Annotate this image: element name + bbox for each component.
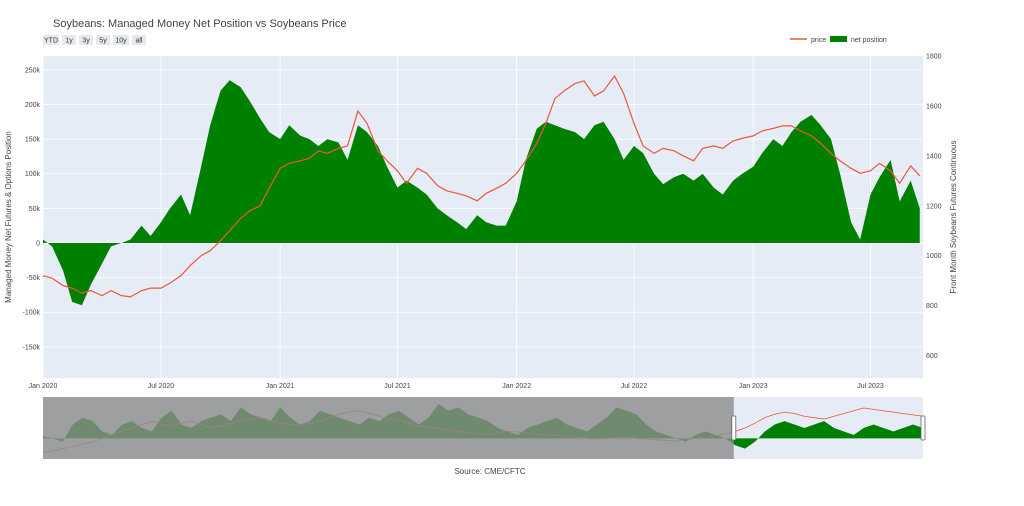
x-tick-label: Jan 2021 — [266, 383, 295, 390]
range-selector: YTD 1y 3y 5y 10y all — [43, 35, 146, 45]
y2-tick-label: 800 — [926, 303, 938, 310]
range-button-all[interactable]: all — [132, 35, 146, 45]
x-tick-label: Jul 2021 — [384, 383, 411, 390]
x-tick-label: Jul 2022 — [621, 383, 648, 390]
y-tick-label: -50k — [26, 275, 40, 282]
range-button-label: 10y — [115, 38, 127, 45]
y-tick-label: 250k — [25, 67, 41, 74]
range-button-3y[interactable]: 3y — [79, 35, 93, 45]
legend-price-label[interactable]: price — [811, 37, 826, 44]
range-button-label: 3y — [82, 38, 90, 45]
legend-net-swatch — [830, 36, 847, 42]
source-note: Source: CME/CFTC — [454, 467, 525, 476]
y-tick-label: 100k — [25, 171, 41, 178]
net-position-area — [43, 80, 920, 306]
range-button-label: 5y — [99, 38, 107, 45]
range-button-10y[interactable]: 10y — [113, 35, 129, 45]
y-tick-label: 0 — [36, 240, 40, 247]
y2-axis-title: Front Month Soybeans Futures Continuous — [949, 141, 958, 294]
y-tick-label: -100k — [22, 310, 40, 317]
x-tick-label: Jul 2023 — [857, 383, 884, 390]
y-tick-label: 150k — [25, 137, 41, 144]
x-axis: Jan 2020 Jul 2020 Jan 2021 Jul 2021 Jan 2022… — [29, 383, 884, 390]
range-button-label: 1y — [65, 38, 73, 45]
range-button-label: all — [135, 38, 142, 45]
legend-net-label[interactable]: net position — [851, 37, 887, 44]
range-slider-left-handle[interactable] — [731, 415, 737, 441]
y2-tick-label: 1400 — [926, 153, 942, 160]
chart-title: Soybeans: Managed Money Net Position vs … — [53, 18, 347, 30]
x-tick-label: Jan 2023 — [739, 383, 768, 390]
legend: price net position — [790, 36, 887, 44]
y-tick-label: 200k — [25, 102, 41, 109]
range-button-5y[interactable]: 5y — [96, 35, 110, 45]
range-button-label: YTD — [44, 38, 58, 45]
y-axis-left: 250k 200k 150k 100k 50k 0 -50k -100k -150k — [22, 67, 40, 351]
y-tick-label: 50k — [29, 206, 41, 213]
range-slider-mask — [43, 397, 734, 459]
y2-tick-label: 1600 — [926, 103, 942, 110]
range-button-1y[interactable]: 1y — [62, 35, 76, 45]
y2-tick-label: 600 — [926, 353, 938, 360]
y2-tick-label: 1200 — [926, 203, 942, 210]
x-tick-label: Jul 2020 — [148, 383, 175, 390]
y2-tick-label: 1800 — [926, 54, 942, 61]
y2-tick-label: 1000 — [926, 253, 942, 260]
y-axis-right: 1800 1600 1400 1200 1000 800 600 — [926, 54, 942, 361]
range-button-ytd[interactable]: YTD — [43, 35, 59, 45]
x-tick-label: Jan 2022 — [502, 383, 531, 390]
range-slider-right-handle[interactable] — [920, 415, 926, 441]
x-tick-label: Jan 2020 — [29, 383, 58, 390]
range-slider[interactable] — [42, 397, 926, 459]
y-axis-title: Managed Money Net Futures & Options Posi… — [4, 131, 13, 303]
y-tick-label: -150k — [22, 344, 40, 351]
price-line — [42, 74, 921, 298]
